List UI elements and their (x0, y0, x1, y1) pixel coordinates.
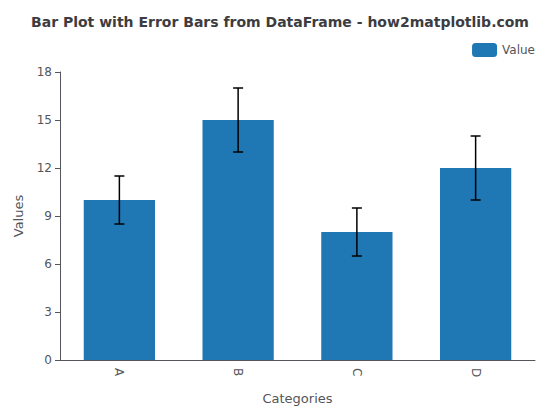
svg-text:B: B (231, 368, 245, 376)
svg-text:15: 15 (37, 113, 52, 127)
svg-text:Value: Value (502, 43, 535, 57)
svg-text:A: A (112, 368, 126, 377)
svg-text:Categories: Categories (262, 391, 332, 406)
svg-text:9: 9 (44, 209, 52, 223)
svg-text:6: 6 (44, 257, 52, 271)
svg-text:0: 0 (44, 353, 52, 367)
svg-text:Bar Plot with Error Bars from: Bar Plot with Error Bars from DataFrame … (31, 14, 529, 30)
svg-text:12: 12 (37, 161, 52, 175)
svg-text:3: 3 (44, 305, 52, 319)
svg-text:D: D (469, 368, 483, 377)
svg-text:C: C (350, 368, 364, 376)
svg-text:18: 18 (37, 65, 52, 79)
svg-text:Values: Values (11, 195, 26, 238)
